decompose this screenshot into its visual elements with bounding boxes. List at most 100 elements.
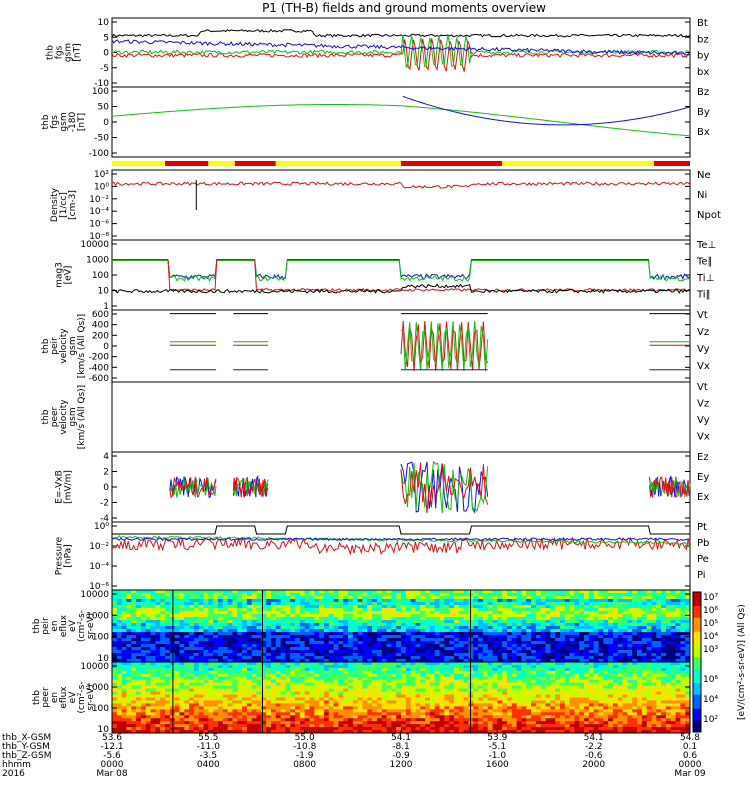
spectrogram-cell xyxy=(444,688,450,692)
spectrogram-cell xyxy=(304,703,310,707)
spectrogram-cell xyxy=(251,626,257,630)
spectrogram-cell xyxy=(155,638,161,642)
spectrogram-cell xyxy=(612,620,619,624)
spectrogram-cell xyxy=(502,688,508,692)
spectrogram-cell xyxy=(203,620,209,624)
spectrogram-cell xyxy=(478,608,484,612)
spectrogram-cell xyxy=(126,659,132,663)
spectrogram-cell xyxy=(511,614,517,618)
spectrogram-cell xyxy=(458,590,465,594)
spectrogram-cell xyxy=(270,590,277,594)
spectrogram-cell xyxy=(189,638,195,642)
spectrogram-cell xyxy=(637,623,643,627)
spectrogram-cell xyxy=(275,659,281,663)
spectrogram-cell xyxy=(574,694,580,698)
spectrogram-cell xyxy=(136,676,142,681)
spectrogram-cell xyxy=(348,697,354,701)
spectrogram-cell xyxy=(140,593,147,597)
spectrogram-cell xyxy=(261,614,267,618)
spectrogram-cell xyxy=(521,623,527,627)
spectrogram-cell xyxy=(189,644,195,648)
spectrogram-cell xyxy=(497,635,503,639)
spectrogram-cell xyxy=(646,670,652,675)
spectrogram-cell xyxy=(675,688,681,692)
spectrogram-cell xyxy=(213,662,219,666)
spectrogram-cell xyxy=(348,703,354,707)
spectrogram-cell xyxy=(256,635,262,639)
spectrogram-cell xyxy=(179,691,185,695)
spectrogram-cell xyxy=(184,620,190,624)
mode-bar-segment xyxy=(112,161,165,166)
spectrogram-cell xyxy=(174,644,180,648)
spectrogram-cell xyxy=(555,703,561,707)
spectrogram-cell xyxy=(574,629,580,633)
spectrogram-cell xyxy=(564,691,570,695)
spectrogram-cell xyxy=(174,629,180,633)
spectrogram-cell xyxy=(323,614,330,618)
spectrogram-cell xyxy=(574,593,580,597)
spectrogram-cell xyxy=(410,644,416,648)
spectrogram-cell xyxy=(656,697,662,701)
spectrogram-cell xyxy=(381,596,387,600)
y-tick-label: -50 xyxy=(94,134,109,144)
spectrogram-cell xyxy=(526,703,532,707)
spectrogram-cell xyxy=(179,620,185,624)
spectrogram-cell xyxy=(444,602,450,606)
spectrogram-cell xyxy=(506,620,513,624)
y-tick-label: -2 xyxy=(100,499,109,509)
y-axis-label-line: velocity xyxy=(59,328,69,364)
spectrogram-cell xyxy=(492,691,498,695)
spectrogram-cell xyxy=(266,605,272,609)
spectrogram-cell xyxy=(304,676,310,681)
spectrogram-cell xyxy=(179,673,185,678)
spectrogram-cell xyxy=(213,602,219,606)
spectrogram-cell xyxy=(155,650,161,654)
spectrogram-cell xyxy=(651,688,657,692)
spectrogram-cell xyxy=(391,593,397,597)
spectrogram-cell xyxy=(478,679,484,684)
spectrogram-cell xyxy=(198,667,204,672)
spectrogram-cell xyxy=(164,703,171,707)
spectrogram-cell xyxy=(261,691,267,695)
spectrogram-cell xyxy=(295,706,301,710)
mode-bar-segment xyxy=(208,161,235,166)
spectrogram-cell xyxy=(304,653,310,657)
series-line xyxy=(111,34,691,68)
spectrogram-cell xyxy=(290,697,296,701)
spectrogram-cell xyxy=(637,635,643,639)
spectrogram-cell xyxy=(612,590,619,594)
spectrogram-cell xyxy=(227,662,233,666)
spectrogram-cell xyxy=(675,676,681,681)
spectrogram-cell xyxy=(487,694,493,698)
spectrogram-cell xyxy=(275,650,281,654)
spectrogram-cell xyxy=(112,703,118,707)
spectrogram-cell xyxy=(608,590,614,594)
spectrogram-cell xyxy=(323,694,330,698)
y-tick-label: 10000 xyxy=(80,240,109,250)
spectrogram-cell xyxy=(343,676,349,681)
spectrogram-cell xyxy=(564,629,570,633)
spectrogram-cell xyxy=(680,638,686,642)
spectrogram-cell xyxy=(232,667,238,672)
spectrogram-cell xyxy=(217,611,224,615)
spectrogram-cell xyxy=(497,599,503,603)
spectrogram-cell xyxy=(348,682,354,687)
spectrogram-cell xyxy=(121,623,127,627)
spectrogram-cell xyxy=(531,670,537,675)
spectrogram-cell xyxy=(174,664,180,669)
spectrogram-cell xyxy=(386,667,392,672)
spectrogram-cell xyxy=(661,596,667,600)
spectrogram-cell xyxy=(612,629,619,633)
y-tick-label: -100 xyxy=(89,149,110,159)
spectrogram-cell xyxy=(372,632,378,636)
spectrogram-cell xyxy=(506,635,513,639)
spectrogram-cell xyxy=(516,688,522,692)
spectrogram-cell xyxy=(627,620,633,624)
spectrogram-cell xyxy=(641,679,648,684)
spectrogram-cell xyxy=(497,614,503,618)
spectrogram-cell xyxy=(651,647,657,651)
spectrogram-cell xyxy=(550,673,556,678)
spectrogram-cell xyxy=(516,614,522,618)
spectrogram-cell xyxy=(343,620,349,624)
spectrogram-cell xyxy=(478,605,484,609)
